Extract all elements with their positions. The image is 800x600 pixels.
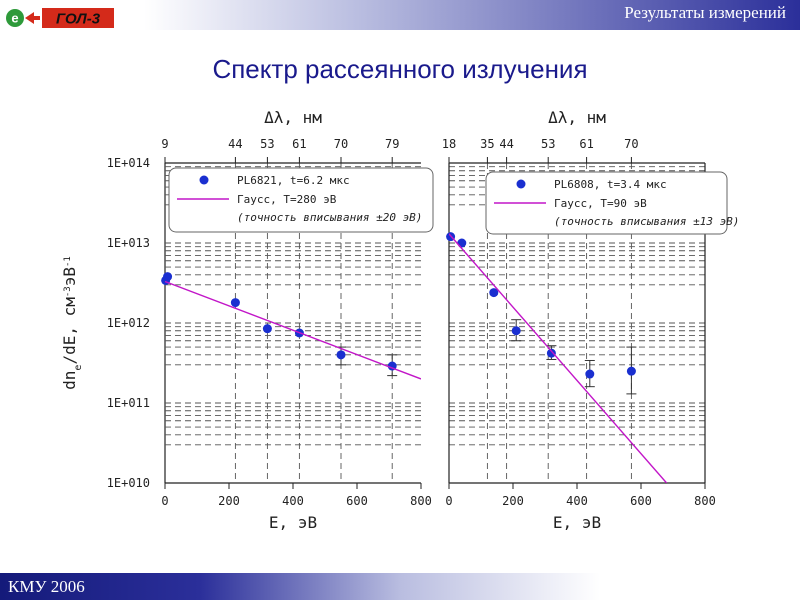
- legend-label: Гаусс, T=280 эВ: [237, 193, 337, 206]
- legend-label: PL6821, t=6.2 мкс: [237, 174, 350, 187]
- x-axis-title: E, эВ: [553, 513, 601, 532]
- x-tick-label: 600: [346, 494, 368, 508]
- top-tick-label: 18: [442, 137, 456, 151]
- data-point: [230, 298, 240, 308]
- fit-line: [449, 233, 668, 483]
- y-tick-label: 1E+012: [107, 316, 150, 330]
- header-band: [0, 0, 800, 30]
- legend-box: [485, 171, 728, 235]
- data-point: [511, 326, 521, 336]
- top-tick-label: 70: [334, 137, 348, 151]
- data-point: [626, 366, 636, 376]
- top-tick-label: 53: [260, 137, 274, 151]
- data-point: [163, 272, 173, 282]
- top-tick-label: 53: [541, 137, 555, 151]
- top-tick-label: 61: [579, 137, 593, 151]
- top-tick-label: 44: [228, 137, 242, 151]
- y-tick-label: 1E+011: [107, 396, 150, 410]
- data-point: [336, 350, 346, 360]
- top-axis-title: Δλ, нм: [264, 108, 322, 127]
- logo-arrow-icon: [25, 12, 40, 24]
- top-tick-label: 44: [499, 137, 513, 151]
- legend-label: Гаусс, T=90 эВ: [554, 197, 647, 210]
- x-tick-label: 400: [282, 494, 304, 508]
- top-tick-label: 79: [385, 137, 399, 151]
- legend-point-marker: [516, 179, 526, 189]
- y-tick-label: 1E+013: [107, 236, 150, 250]
- slide-title: Спектр рассеянного излучения: [212, 54, 588, 84]
- header-title: Результаты измерений: [624, 3, 786, 22]
- top-tick-label: 35: [480, 137, 494, 151]
- logo: e ГОЛ-3: [4, 7, 116, 29]
- fit-line: [165, 280, 421, 380]
- y-axis-title: dne/dE, см-3эВ-1: [60, 256, 84, 390]
- data-point: [546, 348, 556, 358]
- legend-box: [168, 167, 434, 233]
- y-tick-label: 1E+014: [107, 156, 150, 170]
- data-point: [262, 324, 272, 334]
- x-tick-label: 0: [445, 494, 452, 508]
- logo-badge-icon: [6, 9, 24, 27]
- data-point: [585, 369, 595, 379]
- x-axis-title: E, эВ: [269, 513, 317, 532]
- x-tick-label: 400: [566, 494, 588, 508]
- legend-label: PL6808, t=3.4 мкс: [554, 178, 667, 191]
- legend-note: (точность вписывания ±20 эВ): [237, 211, 422, 224]
- x-tick-label: 600: [630, 494, 652, 508]
- data-point: [489, 288, 499, 298]
- x-tick-label: 800: [410, 494, 432, 508]
- x-tick-label: 800: [694, 494, 716, 508]
- top-axis-title: Δλ, нм: [548, 108, 606, 127]
- logo-text: ГОЛ-3: [56, 11, 101, 28]
- legend-note: (точность вписывания ±13 эВ): [554, 215, 739, 228]
- data-point: [457, 238, 467, 248]
- x-tick-label: 0: [161, 494, 168, 508]
- top-tick-label: 70: [624, 137, 638, 151]
- footer-text: КМУ 2006: [8, 577, 85, 596]
- top-tick-label: 9: [161, 137, 168, 151]
- x-tick-label: 200: [218, 494, 240, 508]
- x-tick-label: 200: [502, 494, 524, 508]
- legend-point-marker: [199, 175, 209, 185]
- y-tick-label: 1E+010: [107, 476, 150, 490]
- top-tick-label: 61: [292, 137, 306, 151]
- footer-band: [0, 573, 800, 600]
- logo-badge: e: [11, 11, 18, 26]
